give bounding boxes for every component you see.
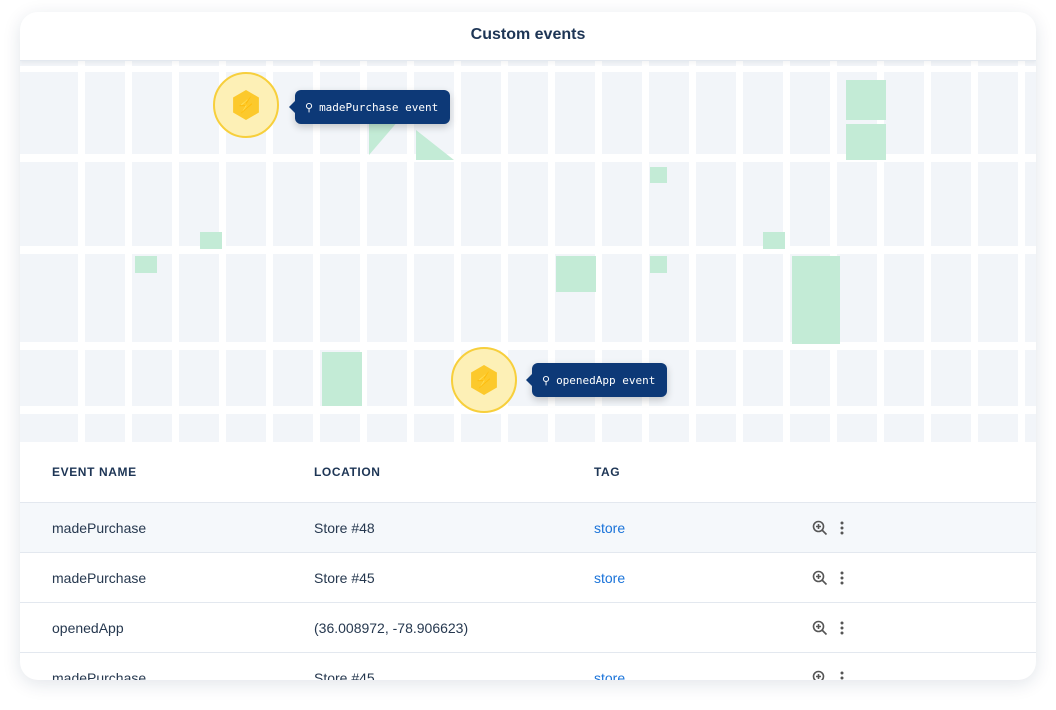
map[interactable]: ⚡ ⚲ madePurchase event ⚡ ⚲ openedApp event	[20, 60, 1036, 442]
tag-link[interactable]: store	[594, 669, 626, 681]
column-header[interactable]: TAG	[594, 465, 621, 479]
location: Store #45	[313, 652, 593, 680]
table-row[interactable]: madePurchase Store #48 store	[20, 502, 1036, 553]
zoom-in-icon[interactable]	[812, 620, 828, 636]
more-options-icon[interactable]	[840, 621, 844, 635]
tooltip-label: madePurchase event	[319, 100, 439, 114]
location: (36.008972, -78.906623)	[313, 602, 593, 653]
event-tooltip: ⚲ madePurchase event	[288, 90, 451, 124]
more-options-icon[interactable]	[840, 671, 844, 681]
event-marker[interactable]: ⚡	[213, 72, 279, 138]
route-pin-icon: ⚲	[542, 373, 551, 387]
route-pin-icon: ⚲	[305, 100, 314, 114]
column-header[interactable]: LOCATION	[314, 465, 381, 479]
location: Store #48	[313, 502, 593, 553]
zoom-in-icon[interactable]	[812, 520, 828, 536]
more-options-icon[interactable]	[840, 571, 844, 585]
table-row[interactable]: madePurchase Store #45 store	[20, 652, 1036, 681]
tooltip-label: openedApp event	[556, 373, 656, 387]
event-name: madePurchase	[20, 552, 313, 603]
event-name: madePurchase	[20, 502, 313, 553]
bolt-icon: ⚡	[233, 90, 259, 120]
event-name: openedApp	[20, 602, 313, 653]
more-options-icon[interactable]	[840, 521, 844, 535]
zoom-in-icon[interactable]	[812, 670, 828, 681]
bolt-icon: ⚡	[471, 365, 497, 395]
table-row[interactable]: madePurchase Store #45 store	[20, 552, 1036, 603]
tag-link[interactable]: store	[594, 519, 626, 536]
card-title: Custom events	[20, 12, 1036, 61]
tag-link[interactable]: store	[594, 569, 626, 586]
table-row[interactable]: openedApp (36.008972, -78.906623)	[20, 602, 1036, 653]
event-marker[interactable]: ⚡	[451, 347, 517, 413]
zoom-in-icon[interactable]	[812, 570, 828, 586]
column-header[interactable]: EVENT NAME	[52, 465, 137, 479]
event-name: madePurchase	[20, 652, 313, 680]
event-tooltip: ⚲ openedApp event	[525, 363, 668, 397]
location: Store #45	[313, 552, 593, 603]
custom-events-card: Custom events ⚡ ⚲ madePurchase event ⚡ ⚲ o…	[20, 12, 1036, 680]
events-table: EVENT NAME LOCATION TAG madePurchase Store …	[20, 442, 1036, 680]
